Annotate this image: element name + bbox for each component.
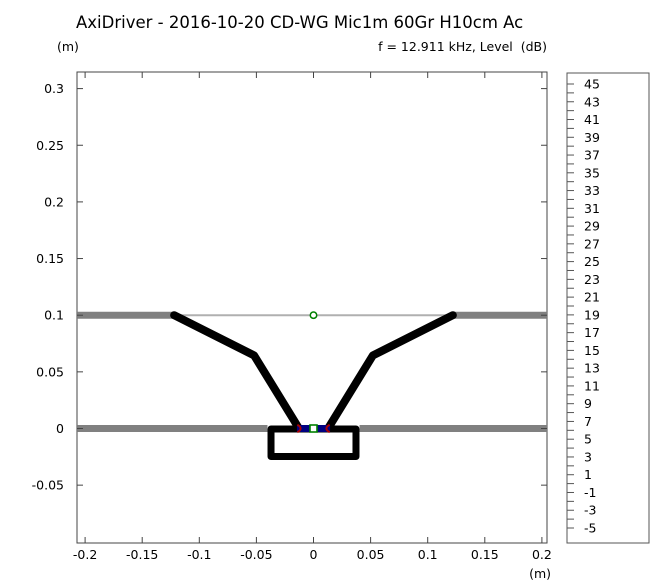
legend-label: 15 xyxy=(584,343,600,358)
legend-label: 39 xyxy=(584,130,600,145)
y-tick-label: -0.05 xyxy=(32,478,64,493)
plot-frame xyxy=(76,71,548,544)
y-tick-label: 0.2 xyxy=(44,194,64,209)
legend-label: 27 xyxy=(584,236,600,251)
x-tick-label: -0.05 xyxy=(240,547,272,562)
mic-marker xyxy=(309,311,318,320)
y-tick-label: 0.25 xyxy=(36,138,64,153)
legend-label: 41 xyxy=(584,112,600,127)
x-tick-label: -0.15 xyxy=(126,547,158,562)
legend-label: 25 xyxy=(584,254,600,269)
source-marker xyxy=(309,424,318,433)
y-tick-label: 0 xyxy=(56,421,64,436)
x-tick-label: -0.2 xyxy=(73,547,97,562)
legend-label: 21 xyxy=(584,290,600,305)
legend-label: 45 xyxy=(584,77,600,92)
y-axis-unit-label: (m) xyxy=(57,39,79,54)
legend-label: 1 xyxy=(584,467,592,482)
x-tick-label: 0.2 xyxy=(532,547,552,562)
x-tick-label: 0.1 xyxy=(418,547,438,562)
x-tick-label: -0.1 xyxy=(187,547,211,562)
frequency-level-label: f = 12.911 kHz, Level (dB) xyxy=(378,39,547,54)
legend-label: 43 xyxy=(584,94,600,109)
x-tick-label: 0.15 xyxy=(471,547,499,562)
legend-label: 31 xyxy=(584,201,600,216)
legend-label: 19 xyxy=(584,307,600,322)
legend-label: 17 xyxy=(584,325,600,340)
legend-label: 13 xyxy=(584,361,600,376)
legend-label: 33 xyxy=(584,183,600,198)
legend-label: 11 xyxy=(584,378,600,393)
interface-mark xyxy=(296,423,302,434)
waveguide-wall xyxy=(170,311,303,432)
legend-label: -1 xyxy=(584,485,596,500)
y-tick-label: 0.3 xyxy=(44,81,64,96)
page-title: AxiDriver - 2016-10-20 CD-WG Mic1m 60Gr … xyxy=(76,13,524,32)
legend-label: 29 xyxy=(584,219,600,234)
legend-label: 7 xyxy=(584,414,592,429)
legend-label: -5 xyxy=(584,521,596,536)
x-tick-label: 0.05 xyxy=(357,547,385,562)
legend-label: 23 xyxy=(584,272,600,287)
driver-box xyxy=(267,425,360,460)
legend-box xyxy=(566,72,650,544)
y-tick-label: 0.15 xyxy=(36,251,64,266)
legend-label: 35 xyxy=(584,165,600,180)
interface-mark xyxy=(325,423,331,434)
legend-label: 37 xyxy=(584,148,600,163)
y-tick-label: 0.05 xyxy=(36,364,64,379)
legend-label: 5 xyxy=(584,432,592,447)
legend-label: 3 xyxy=(584,449,592,464)
x-axis-unit-label: (m) xyxy=(529,566,551,581)
x-tick-label: 0 xyxy=(310,547,318,562)
waveguide-wall xyxy=(324,311,457,432)
legend-label: 9 xyxy=(584,396,592,411)
y-tick-label: 0.1 xyxy=(44,308,64,323)
legend-label: -3 xyxy=(584,503,596,518)
